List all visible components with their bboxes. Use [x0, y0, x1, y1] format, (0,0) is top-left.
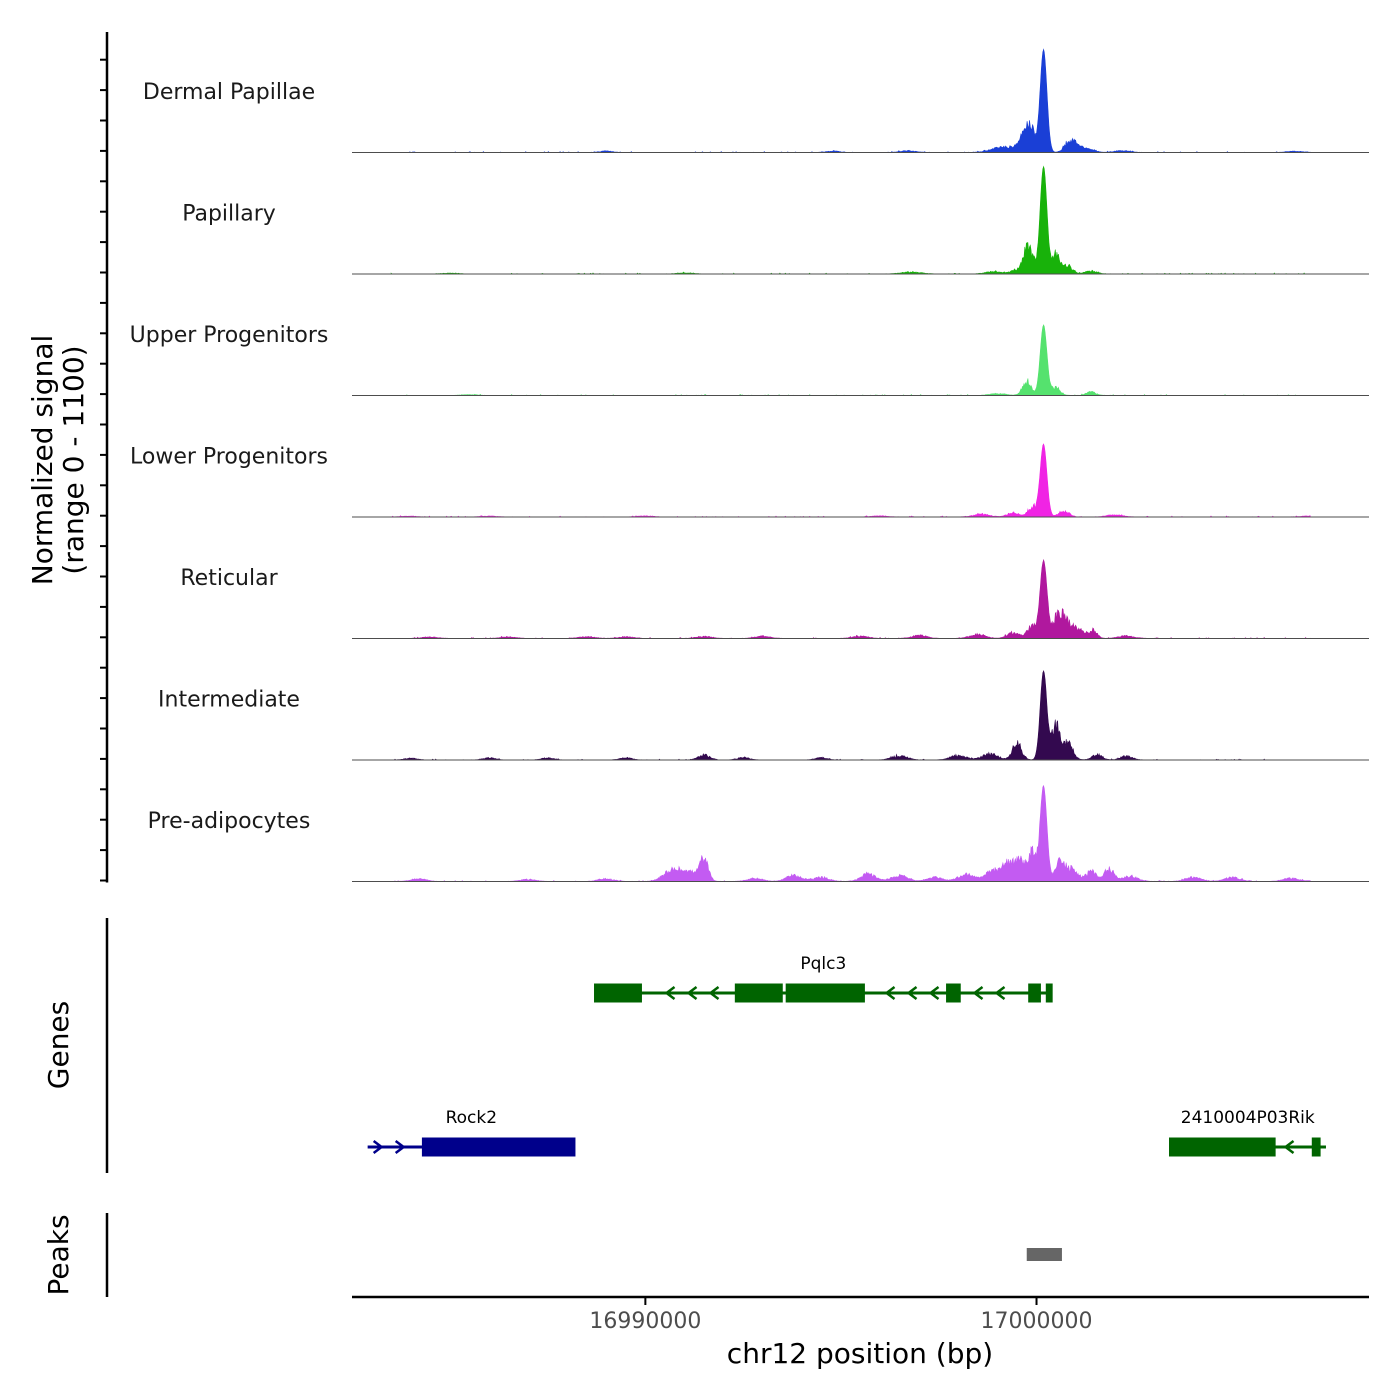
gene-exon [421, 1137, 576, 1157]
genes-axis-title: Genes [42, 1001, 75, 1089]
coverage-track-pre-adipocytes: Pre-adipocytes [148, 784, 1369, 882]
gene-exon [1169, 1137, 1264, 1157]
gene-exon [734, 983, 756, 1003]
track-label: Papillary [182, 202, 276, 227]
gene-exon [1262, 1137, 1276, 1157]
gene-exon [754, 983, 783, 1003]
peak-region [1026, 1248, 1062, 1261]
gene-exon [946, 983, 961, 1003]
strand-arrow [708, 986, 720, 1000]
coverage-track-intermediate: Intermediate [158, 670, 1369, 761]
track-label: Dermal Papillae [143, 80, 315, 105]
strand-arrow [1283, 1140, 1295, 1154]
gene-label: Rock2 [446, 1108, 497, 1128]
track-label: Intermediate [158, 688, 300, 713]
coverage-area [391, 784, 1311, 882]
strand-arrow [906, 986, 918, 1000]
coverage-y-axis-range: (range 0 - 1100) [57, 345, 90, 574]
strand-arrow [972, 986, 984, 1000]
coverage-area [390, 443, 1311, 518]
gene-exon [1045, 983, 1053, 1003]
strand-arrow [372, 1140, 384, 1154]
gene-exon [594, 983, 642, 1003]
coverage-area [390, 48, 1311, 153]
gene-pqlc3: Pqlc3 [594, 954, 1053, 1003]
strand-arrow [664, 986, 676, 1000]
coverage-track-lower-progenitors: Lower Progenitors [130, 443, 1369, 518]
strand-arrow [394, 1140, 406, 1154]
strand-arrow [884, 986, 896, 1000]
gene-exon [1311, 1137, 1321, 1157]
coverage-track-dermal-papillae: Dermal Papillae [143, 48, 1369, 153]
coverage-track-reticular: Reticular [180, 558, 1369, 639]
x-axis-ticks: 16990000 17000000 [589, 1297, 1093, 1334]
gene-exon [1028, 983, 1041, 1003]
coverage-track-papillary: Papillary [182, 165, 1369, 275]
track-label: Pre-adipocytes [148, 809, 311, 834]
coverage-area [391, 324, 1311, 396]
gene-rock2: Rock2 [367, 1108, 576, 1157]
coverage-y-axis [100, 32, 109, 883]
strand-arrow [994, 985, 1006, 1001]
gene-exon [785, 983, 865, 1003]
strand-arrow [928, 986, 940, 1000]
coverage-track-upper-progenitors: Upper Progenitors [130, 323, 1369, 396]
strand-arrow [686, 986, 698, 1000]
track-label: Reticular [180, 566, 278, 591]
coverage-area [390, 558, 1311, 639]
track-label: Upper Progenitors [130, 323, 329, 348]
gene-label: 2410004P03Rik [1181, 1108, 1315, 1128]
peaks-panel [1026, 1248, 1062, 1261]
x-tick-label: 17000000 [981, 1309, 1093, 1334]
coverage-y-axis-title: Normalized signal [26, 335, 59, 586]
coverage-area [390, 165, 1311, 275]
gene-label: Pqlc3 [800, 954, 846, 974]
coverage-area [390, 670, 1311, 761]
x-tick-label: 16990000 [589, 1309, 701, 1334]
x-axis-title: chr12 position (bp) [727, 1337, 993, 1370]
peaks-axis-title: Peaks [42, 1214, 75, 1295]
gene-2410004p03rik: 2410004P03Rik [1169, 1108, 1326, 1157]
genes-panel: Pqlc3 Rock2 2410004P03Rik [367, 954, 1326, 1157]
coverage-tracks: Dermal Papillae Papillary Upper Progenitor… [130, 48, 1369, 882]
track-label: Lower Progenitors [130, 445, 328, 470]
